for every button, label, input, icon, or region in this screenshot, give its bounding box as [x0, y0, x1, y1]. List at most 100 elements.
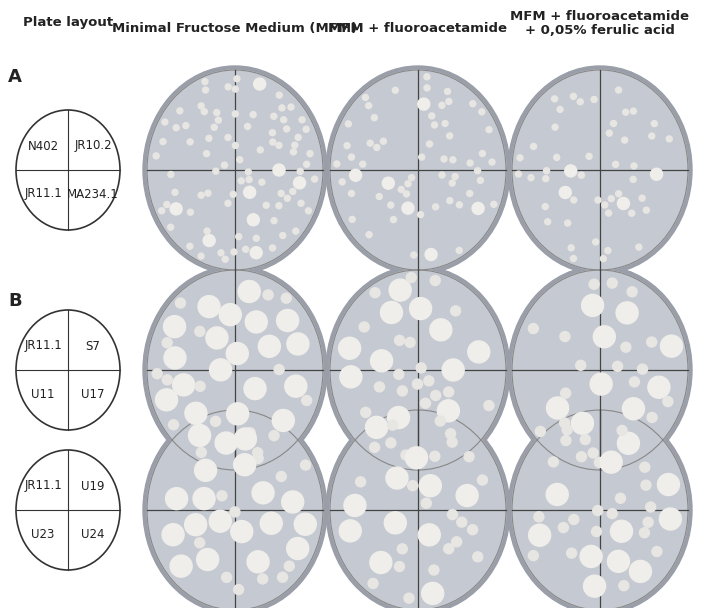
Ellipse shape [147, 270, 323, 470]
Ellipse shape [652, 547, 662, 556]
Ellipse shape [551, 96, 558, 102]
Ellipse shape [648, 376, 670, 398]
Ellipse shape [147, 410, 323, 608]
Ellipse shape [561, 435, 571, 446]
Ellipse shape [203, 235, 216, 247]
Ellipse shape [606, 130, 612, 136]
Ellipse shape [421, 498, 431, 508]
Ellipse shape [366, 416, 387, 438]
Ellipse shape [165, 488, 188, 510]
Ellipse shape [209, 510, 231, 532]
Ellipse shape [576, 361, 586, 370]
Ellipse shape [172, 189, 178, 195]
Ellipse shape [528, 551, 538, 561]
Ellipse shape [349, 190, 354, 196]
Ellipse shape [270, 139, 276, 145]
Ellipse shape [442, 359, 464, 381]
Ellipse shape [616, 493, 626, 503]
Ellipse shape [508, 266, 692, 474]
Ellipse shape [629, 561, 652, 582]
Ellipse shape [213, 109, 220, 116]
Ellipse shape [528, 323, 538, 334]
Ellipse shape [470, 101, 475, 106]
Ellipse shape [143, 66, 327, 274]
Ellipse shape [339, 337, 361, 359]
Ellipse shape [629, 210, 634, 216]
Ellipse shape [561, 388, 571, 398]
Ellipse shape [621, 137, 628, 143]
Ellipse shape [273, 164, 285, 176]
Ellipse shape [198, 295, 220, 317]
Ellipse shape [553, 154, 560, 161]
Ellipse shape [450, 306, 460, 316]
Ellipse shape [218, 250, 224, 256]
Ellipse shape [143, 266, 327, 474]
Ellipse shape [478, 475, 488, 485]
Ellipse shape [276, 142, 282, 148]
Ellipse shape [491, 201, 497, 207]
Ellipse shape [480, 151, 485, 156]
Ellipse shape [230, 507, 240, 517]
Ellipse shape [164, 347, 186, 369]
Ellipse shape [195, 538, 205, 548]
Ellipse shape [243, 186, 256, 198]
Ellipse shape [326, 266, 510, 474]
Ellipse shape [276, 471, 286, 482]
Ellipse shape [359, 322, 369, 332]
Ellipse shape [173, 125, 179, 131]
Ellipse shape [429, 565, 439, 575]
Ellipse shape [359, 161, 366, 167]
Ellipse shape [432, 122, 437, 128]
Ellipse shape [619, 581, 629, 591]
Ellipse shape [203, 151, 210, 157]
Ellipse shape [456, 247, 463, 254]
Ellipse shape [258, 335, 281, 358]
Ellipse shape [660, 335, 682, 357]
Ellipse shape [560, 418, 570, 428]
Ellipse shape [397, 386, 407, 396]
Ellipse shape [226, 342, 248, 365]
Ellipse shape [250, 112, 256, 117]
Ellipse shape [203, 87, 208, 93]
Ellipse shape [644, 207, 649, 213]
Ellipse shape [356, 477, 366, 487]
Ellipse shape [562, 425, 572, 435]
Text: Plate layout: Plate layout [23, 16, 113, 29]
Ellipse shape [162, 119, 168, 125]
Ellipse shape [576, 452, 586, 461]
Ellipse shape [271, 218, 277, 224]
Ellipse shape [290, 188, 296, 195]
Ellipse shape [370, 288, 380, 298]
Ellipse shape [285, 375, 306, 397]
Ellipse shape [276, 202, 282, 209]
Ellipse shape [593, 505, 603, 516]
Ellipse shape [211, 124, 217, 130]
Ellipse shape [366, 232, 372, 238]
Ellipse shape [202, 78, 208, 85]
Text: B: B [8, 292, 21, 310]
Ellipse shape [442, 120, 448, 126]
Ellipse shape [613, 161, 619, 167]
Ellipse shape [479, 109, 485, 115]
Ellipse shape [430, 275, 440, 286]
Ellipse shape [398, 187, 405, 193]
Text: JR11.1: JR11.1 [24, 339, 62, 353]
Text: MA234.1: MA234.1 [67, 187, 119, 201]
Ellipse shape [204, 228, 210, 234]
Ellipse shape [395, 336, 405, 345]
Ellipse shape [185, 514, 207, 536]
Text: S7: S7 [85, 339, 100, 353]
Ellipse shape [452, 537, 462, 547]
Ellipse shape [344, 494, 366, 516]
Ellipse shape [372, 115, 377, 120]
Ellipse shape [231, 520, 253, 542]
Ellipse shape [222, 572, 231, 582]
Ellipse shape [253, 454, 263, 463]
Ellipse shape [233, 454, 256, 475]
Ellipse shape [392, 88, 398, 93]
Ellipse shape [280, 232, 286, 238]
Ellipse shape [571, 255, 576, 261]
Ellipse shape [366, 103, 372, 109]
Text: U23: U23 [32, 528, 54, 541]
Ellipse shape [368, 578, 378, 589]
